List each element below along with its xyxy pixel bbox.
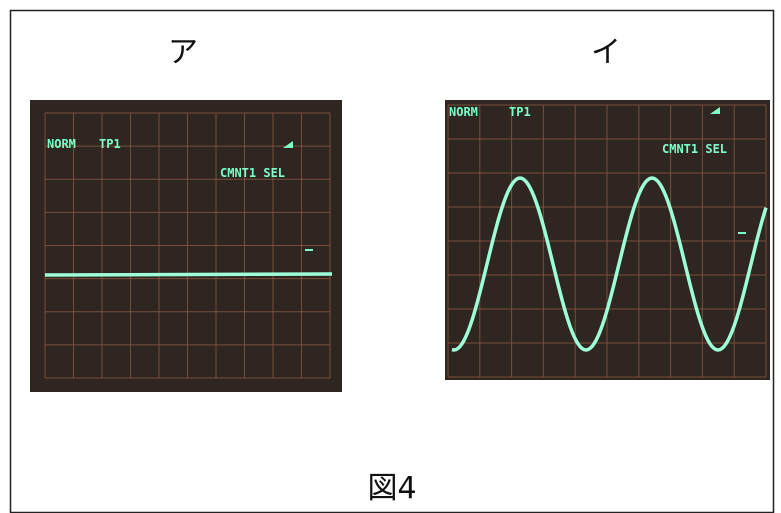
- note: CMNT1 SEL: [662, 142, 727, 156]
- mode: NORM: [449, 105, 478, 119]
- panel-label: ア: [168, 35, 198, 70]
- panel-label: イ: [591, 35, 621, 70]
- channel: TP1: [509, 105, 531, 119]
- trigger-icon: [283, 141, 293, 148]
- caption: 図4: [367, 471, 416, 506]
- trigger-icon: [710, 107, 720, 114]
- grid: [44, 112, 331, 379]
- note: CMNT1 SEL: [220, 166, 285, 180]
- trace: [44, 272, 333, 277]
- mode: NORM: [47, 137, 76, 151]
- channel: TP1: [99, 137, 121, 151]
- trace: [451, 176, 768, 352]
